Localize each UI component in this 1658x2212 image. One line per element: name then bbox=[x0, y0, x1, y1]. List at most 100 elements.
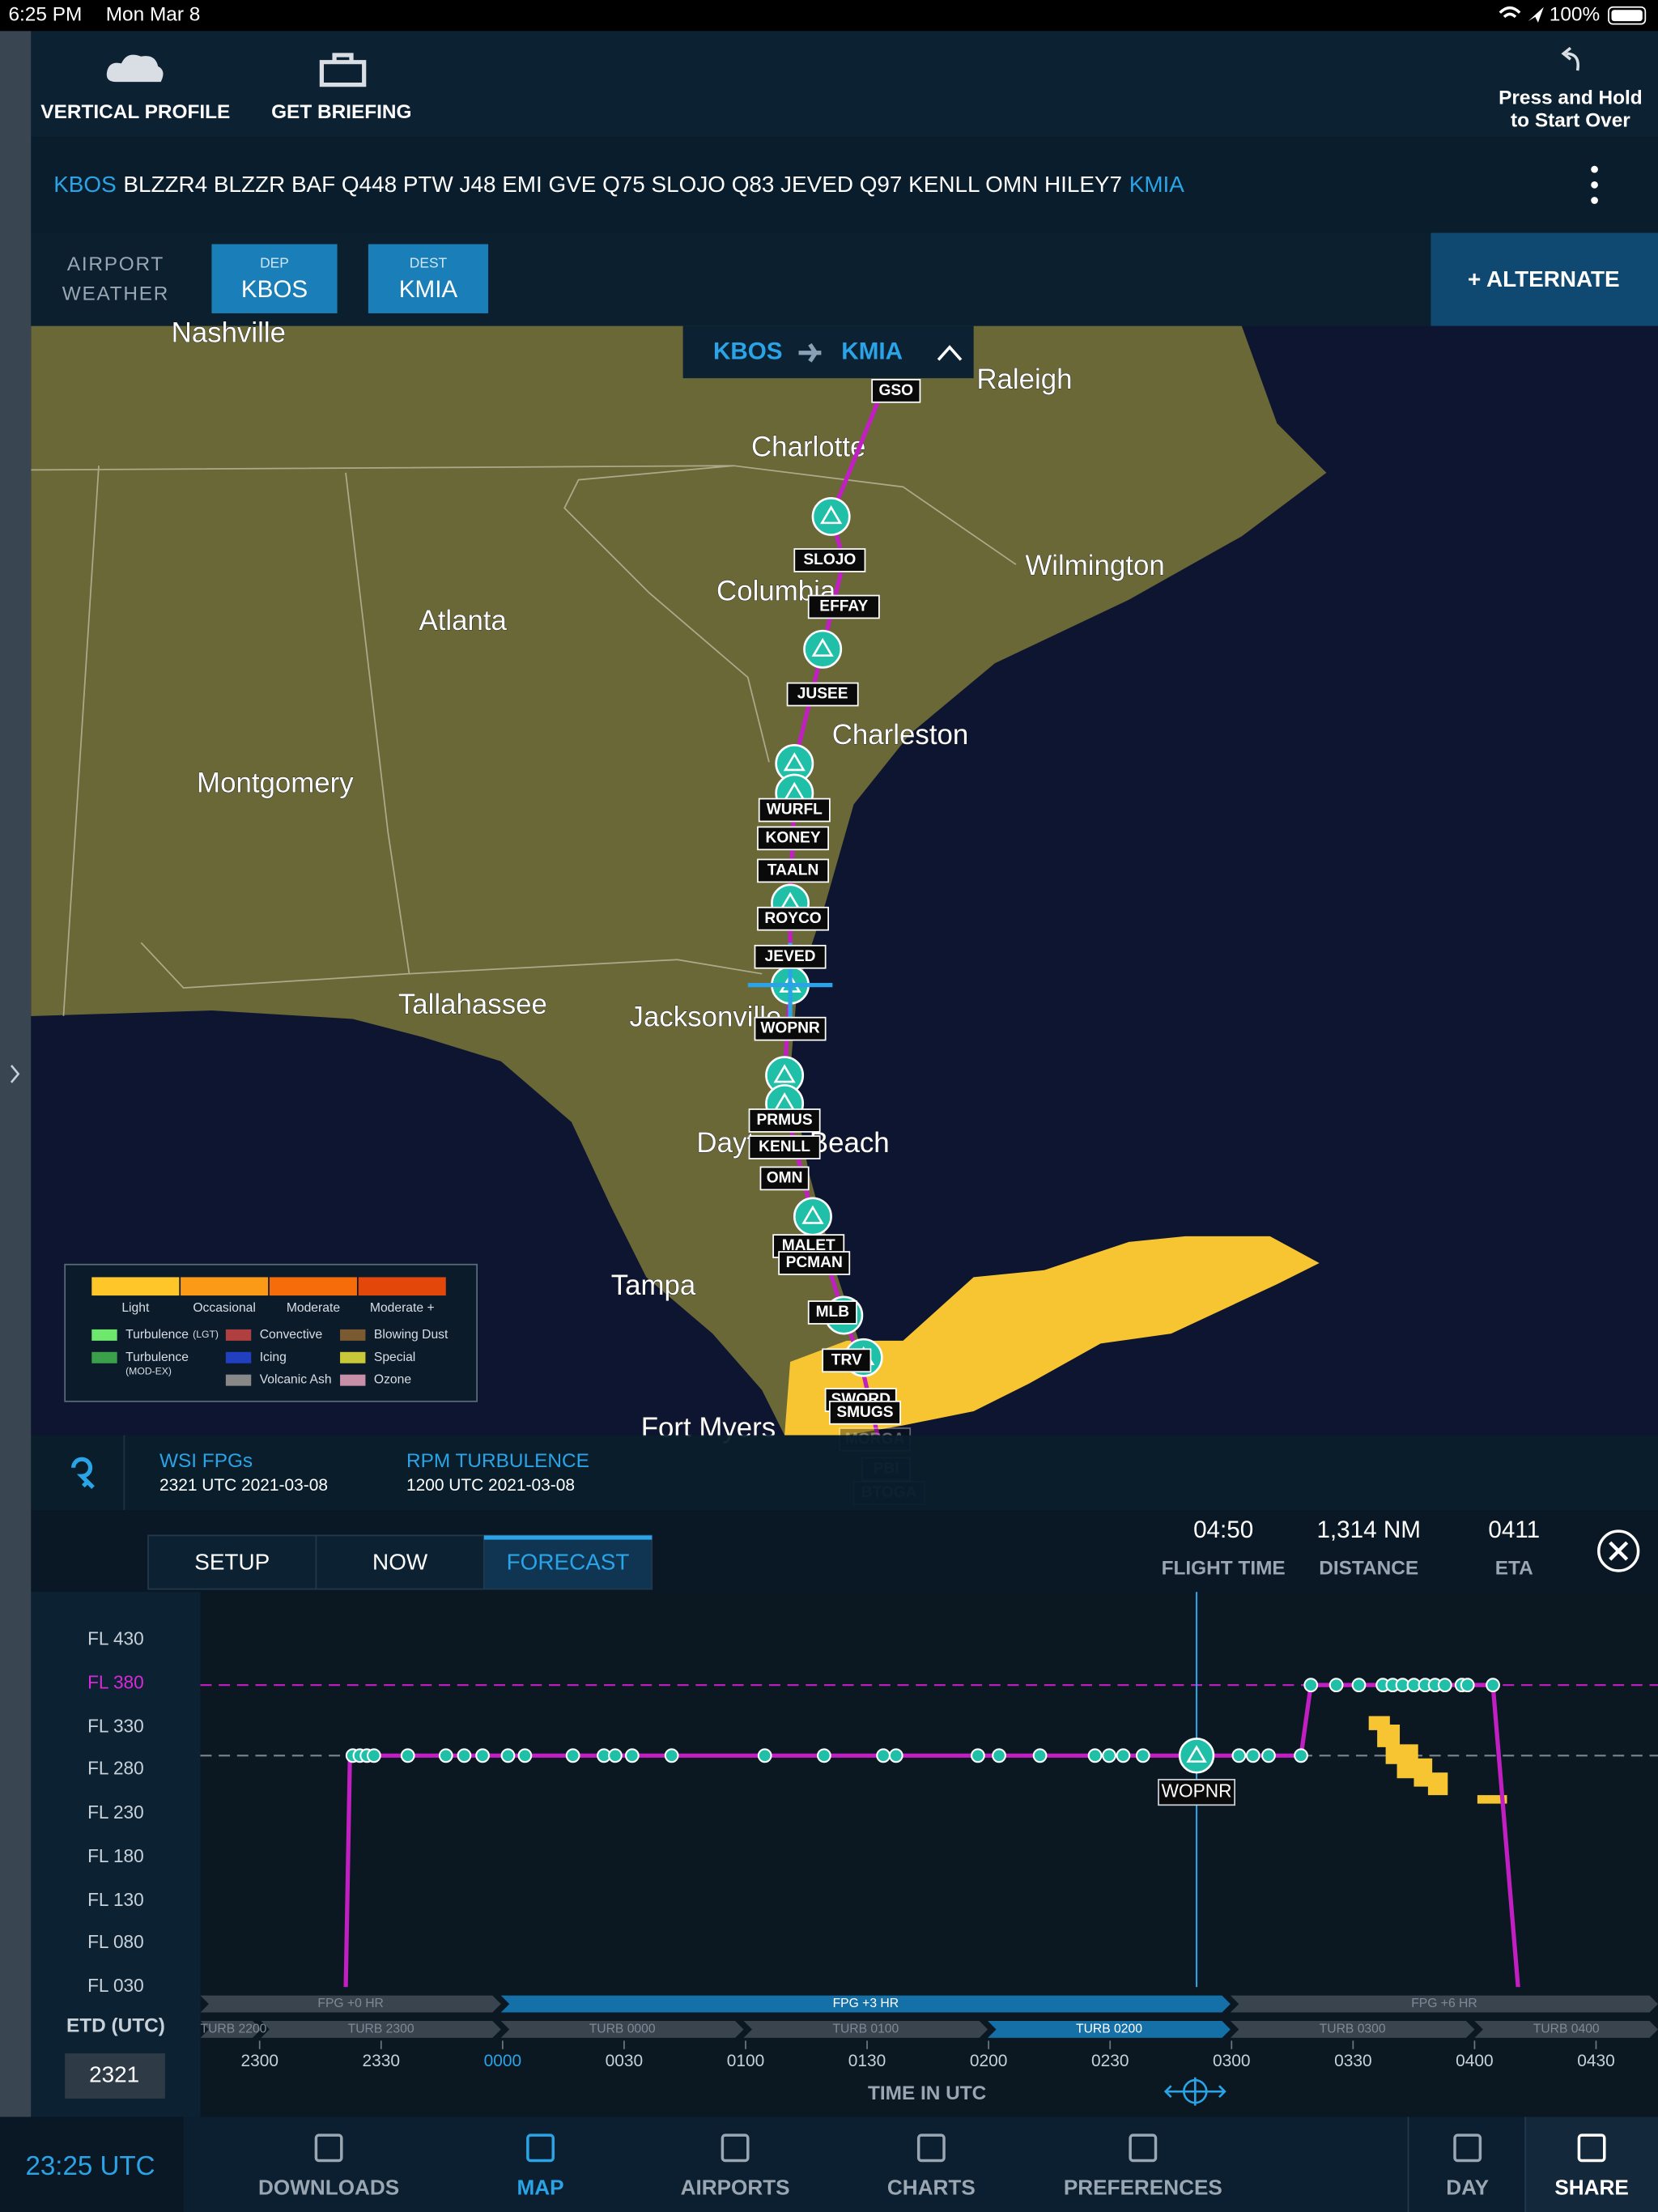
profile-tab-label: SETUP bbox=[194, 1550, 270, 1575]
key-icon[interactable] bbox=[71, 1457, 95, 1489]
cloud-plane-icon[interactable] bbox=[106, 54, 164, 83]
nav-icon[interactable] bbox=[314, 2133, 343, 2163]
profile-tab-label: NOW bbox=[372, 1550, 428, 1575]
legend-swatch bbox=[340, 1374, 366, 1386]
turb-band bbox=[261, 2020, 501, 2038]
waypoint-marker[interactable] bbox=[811, 496, 851, 536]
menu-dot[interactable] bbox=[1591, 165, 1598, 173]
turb-band-label: TURB 2200 bbox=[201, 2023, 267, 2036]
waypoint-marker-triangle bbox=[801, 1205, 824, 1224]
profile-tab bbox=[147, 1534, 317, 1590]
time-axis-label: TIME IN UTC bbox=[868, 2082, 986, 2104]
profile-waypoint bbox=[664, 1748, 679, 1763]
weather-label: AIRPORT bbox=[67, 253, 164, 275]
legend-swatch bbox=[340, 1351, 366, 1363]
legend-intensity-bar bbox=[181, 1277, 269, 1296]
legend-intensity-label: Occasional bbox=[193, 1301, 256, 1315]
location-icon bbox=[1528, 6, 1544, 23]
profile-waypoint bbox=[888, 1748, 903, 1763]
profile-waypoint bbox=[1231, 1748, 1247, 1763]
nav-icon[interactable] bbox=[526, 2133, 555, 2163]
stat-label: ETA bbox=[1495, 1558, 1533, 1580]
city-label: Raleigh bbox=[976, 364, 1072, 395]
nav-label: DAY bbox=[1446, 2175, 1489, 2199]
airport-button-code: KBOS bbox=[241, 276, 308, 303]
weather-area bbox=[784, 1236, 1320, 1436]
nav-bar bbox=[0, 2116, 1658, 2212]
profile-waypoint bbox=[565, 1748, 580, 1763]
cursor-waypoint[interactable] bbox=[1178, 1738, 1215, 1774]
waypoint-marker[interactable] bbox=[803, 629, 843, 669]
nav-icon[interactable] bbox=[721, 2133, 750, 2163]
waypoint-label-box bbox=[757, 858, 829, 883]
time-tick-label: 0430 bbox=[1577, 2052, 1615, 2070]
briefcase-icon[interactable] bbox=[319, 53, 367, 87]
nav-icon[interactable] bbox=[1453, 2133, 1482, 2163]
state-borders bbox=[31, 465, 1017, 1017]
waypoint-marker-triangle bbox=[819, 505, 843, 525]
flight-level-label: FL 080 bbox=[87, 1931, 144, 1952]
waypoint-label: TRV bbox=[831, 1351, 862, 1368]
profile-waypoint bbox=[1437, 1678, 1452, 1693]
turb-band bbox=[200, 2020, 261, 2038]
waypoint-label: EFFAY bbox=[819, 598, 868, 615]
level-column bbox=[31, 1592, 201, 2117]
flight-level-label: FL 230 bbox=[87, 1802, 144, 1823]
time-tick-label: 0400 bbox=[1456, 2052, 1494, 2070]
legend-swatch bbox=[225, 1329, 252, 1341]
nav-icon[interactable] bbox=[1129, 2133, 1158, 2163]
sidebar-strip bbox=[0, 31, 32, 2117]
layer-name: WSI FPGs bbox=[159, 1450, 253, 1472]
battery-icon bbox=[1608, 6, 1647, 25]
waypoint-label: WURFL bbox=[767, 802, 823, 819]
close-button[interactable] bbox=[1597, 1529, 1640, 1572]
legend-item: Volcanic Ash bbox=[260, 1373, 332, 1387]
route-tab-chevron[interactable] bbox=[937, 345, 963, 361]
profile-turbulence bbox=[1368, 1716, 1507, 1804]
layer-time: 2321 UTC 2021-03-08 bbox=[159, 1476, 328, 1495]
waypoint-label-box bbox=[757, 826, 829, 851]
city-label: Nashville bbox=[172, 317, 286, 348]
profile-waypoint bbox=[1261, 1748, 1276, 1763]
time-tick-label: 0330 bbox=[1334, 2052, 1372, 2070]
profile-waypoint bbox=[876, 1748, 891, 1763]
profile-waypoint bbox=[500, 1748, 516, 1763]
legend-swatch bbox=[225, 1351, 252, 1363]
utc-box bbox=[0, 2116, 184, 2212]
waypoint-marker[interactable] bbox=[793, 1197, 832, 1236]
legend-item-label: Convective bbox=[260, 1328, 323, 1342]
waypoint-label: PCMAN bbox=[786, 1254, 843, 1271]
legend-intensity-label: Light bbox=[121, 1301, 150, 1315]
battery-fill bbox=[1611, 10, 1643, 22]
waypoint-label: SMUGS bbox=[836, 1404, 893, 1421]
city-label: Tampa bbox=[611, 1270, 696, 1301]
waypoint-label: KENLL bbox=[759, 1138, 810, 1155]
waypoint-label: GSO bbox=[879, 382, 914, 399]
waypoint-label-box bbox=[754, 1016, 827, 1041]
menu-dot[interactable] bbox=[1591, 197, 1598, 204]
legend-item-sub: (MOD-EX) bbox=[125, 1365, 172, 1376]
turb-band-label: TURB 0200 bbox=[1076, 2023, 1142, 2036]
menu-dot[interactable] bbox=[1591, 181, 1598, 189]
profile-waypoint bbox=[438, 1748, 453, 1763]
time-tick-label: 0230 bbox=[1091, 2052, 1129, 2070]
waypoint-label-box bbox=[829, 1400, 901, 1425]
profile-waypoint bbox=[1135, 1748, 1150, 1763]
waypoint-label-box bbox=[822, 1348, 872, 1373]
waypoint-label-box bbox=[748, 1135, 821, 1159]
profile-waypoint bbox=[1329, 1678, 1344, 1693]
nav-icon[interactable] bbox=[916, 2133, 946, 2163]
route-part: KBOS bbox=[53, 172, 116, 197]
legend-item-label: Turbulence bbox=[125, 1351, 189, 1364]
turb-band-label: TURB 0300 bbox=[1320, 2023, 1386, 2036]
waypoint-label-box bbox=[786, 682, 859, 707]
waypoint-label-box bbox=[807, 594, 880, 619]
sidebar-chevron[interactable] bbox=[10, 1065, 20, 1083]
cursor-label-box bbox=[1158, 1779, 1235, 1806]
status-date: Mon Mar 8 bbox=[106, 4, 201, 26]
nav-icon[interactable] bbox=[1577, 2133, 1606, 2163]
profile-waypoint bbox=[1032, 1748, 1048, 1763]
nav-label: MAP bbox=[517, 2175, 564, 2199]
legend-swatch bbox=[91, 1329, 117, 1341]
legend-item-label: Icing bbox=[260, 1351, 287, 1364]
